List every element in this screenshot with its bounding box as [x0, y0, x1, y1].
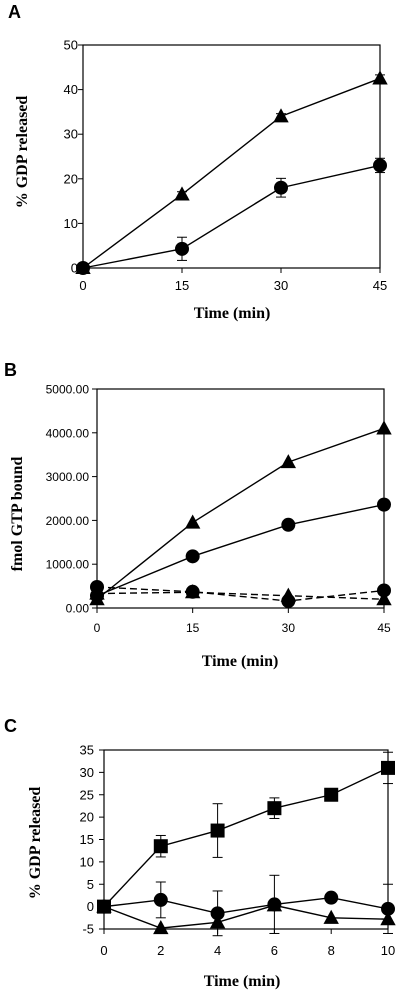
panel-c-xtick-label: 8: [328, 943, 335, 958]
panel-b-xtick-label: 45: [377, 621, 391, 635]
panel-a-series-2-point: [76, 261, 90, 275]
panel-a-ytick-label: 50: [64, 38, 78, 53]
panel-c-xtick-label: 2: [157, 943, 164, 958]
panel-b-series-1-point: [376, 420, 392, 435]
panel-b-series-3-point: [377, 583, 391, 598]
panel-b-xtick-label: 0: [94, 621, 101, 635]
panel-b-series-3-line: [96, 586, 385, 602]
panel-c-ytick-label: 15: [80, 832, 94, 847]
panel-c-ytick-label: 25: [80, 787, 94, 802]
panel-b-xtick-label: 15: [186, 621, 200, 635]
panel-a-plot: 0 10 20 30 40 50 0 15 30 45: [64, 38, 388, 293]
panel-b-series-2-point: [281, 517, 296, 532]
panel-c-ytick-label: 30: [80, 765, 94, 780]
panel-c-xtick-label: 10: [381, 943, 395, 958]
panel-c-ytick-label: -5: [82, 922, 94, 937]
panel-b-ytick-label: 3000.00: [46, 470, 90, 484]
panel-c-series-2-point: [153, 892, 168, 907]
panel-c-series-3-point: [323, 909, 339, 924]
panel-b-ytick-label: 2000.00: [46, 514, 90, 528]
panel-a-xtick-label: 15: [175, 278, 189, 293]
panel-c-plot: -5 0 5 10 15 20 25 30 35 0 2 4 6 8 10: [80, 743, 396, 958]
panel-c-series-1-point: [267, 801, 282, 816]
panel-b-series-1-point: [280, 454, 297, 469]
panel-c-series-2-point: [381, 901, 395, 916]
panel-c-ytick-label: 10: [80, 854, 94, 869]
panel-c-series-1-line: [103, 767, 389, 908]
panel-c-series-3-point: [266, 897, 283, 912]
panel-c-series-3-point: [380, 911, 396, 926]
panel-c-letter: C: [4, 716, 17, 736]
panel-b-series-4-point: [280, 587, 297, 602]
panel-b-series-4-point: [376, 591, 392, 606]
panel-a-series-2-point: [274, 180, 288, 195]
panel-b-ytick-label: 0.00: [66, 602, 90, 616]
panel-a-ytick-label: 40: [64, 82, 78, 97]
panel-a-xlabel: Time (min): [194, 305, 271, 322]
panel-b-ytick-label: 4000.00: [46, 426, 90, 440]
panel-a-series-2-point: [373, 158, 387, 173]
panel-b-series-4-point: [184, 584, 201, 599]
panel-b-series-2-point: [377, 497, 391, 512]
panel-a-frame: [82, 44, 381, 269]
panel-c-series-3-point: [209, 914, 226, 929]
panel-c-series-1-point: [381, 760, 395, 775]
panel-c-ytick-label: 0: [87, 899, 94, 914]
panel-b-xtick-label: 30: [282, 621, 296, 635]
panel-a-ytick-label: 30: [64, 127, 78, 142]
panel-a-xtick-label: 45: [373, 278, 387, 293]
panel-b-ylabel: fmol GTP bound: [9, 457, 26, 572]
panel-c-ytick-label: 35: [80, 743, 94, 758]
panel-c-ylabel: % GDP released: [27, 787, 44, 900]
panel-b-ytick-label: 1000.00: [46, 558, 90, 572]
panel-a-series-2-point: [175, 241, 189, 256]
panel-b-series-2-point: [185, 549, 200, 564]
panel-c-xtick-label: 0: [100, 943, 107, 958]
panel-b-frame: [96, 388, 385, 609]
panel-a-xtick-label: 0: [79, 278, 86, 293]
panel-b-series-2-line: [96, 503, 385, 597]
panel-c-xlabel: Time (min): [204, 973, 281, 990]
panel-a-series-1-line: [82, 77, 381, 269]
panel-c-series-2-point: [210, 906, 225, 921]
panel-a-letter: A: [8, 2, 21, 22]
panel-c-xtick-label: 6: [271, 943, 278, 958]
panel-c-xtick-label: 4: [214, 943, 221, 958]
panel-b-series-1-line: [96, 427, 385, 600]
panel-c-series-1-point: [153, 839, 168, 854]
panel-b-series-1-point: [184, 514, 201, 529]
panel-a-ylabel: % GDP released: [14, 96, 31, 209]
panel-c-series-1-point: [324, 787, 339, 802]
panel-c-ytick-label: 5: [87, 877, 94, 892]
panel-a-series-2-line: [82, 164, 381, 269]
panel-c-series-3-point: [153, 920, 169, 935]
panel-c-series-1-point: [210, 823, 225, 838]
panel-c-series-3-point: [96, 898, 112, 913]
panel-a-series-1-point: [372, 70, 388, 85]
panel-a-series-1-point: [174, 186, 190, 201]
panel-a-ytick-label: 20: [64, 171, 78, 186]
panel-b-series-4-point: [89, 585, 105, 600]
panel-b-ytick-label: 5000.00: [46, 383, 90, 397]
panel-a-series-1-point: [273, 108, 289, 123]
panel-b-plot: 0.00 1000.00 2000.00 3000.00 4000.00 5000.00 0…: [46, 383, 392, 635]
panel-c-series-2-point: [324, 890, 339, 905]
panel-b-series-4-line: [96, 591, 385, 600]
panel-c-ytick-label: 20: [80, 810, 94, 825]
panel-a-xtick-label: 30: [274, 278, 288, 293]
panel-a-ytick-label: 10: [64, 216, 78, 231]
panel-b-xlabel: Time (min): [202, 653, 279, 670]
panel-b-letter: B: [4, 360, 17, 380]
panel-a-ytick-label: 0: [71, 261, 78, 276]
panel-c-series-2-line: [103, 896, 389, 915]
panel-c-series-3-line: [103, 904, 389, 929]
